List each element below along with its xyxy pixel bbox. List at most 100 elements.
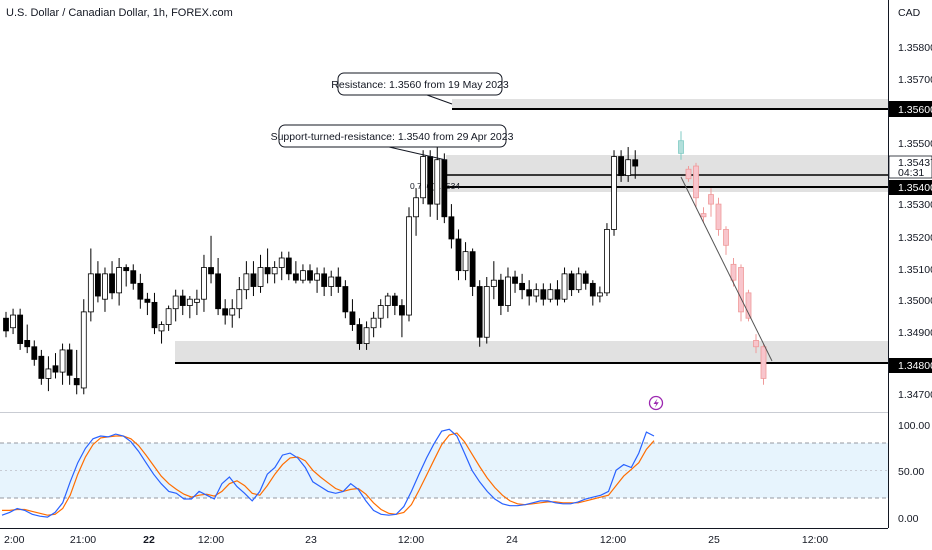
resistance-callout[interactable]: Resistance: 1.3560 from 19 May 2023 (331, 72, 509, 105)
time-tick: 23 (305, 534, 317, 546)
candle (632, 159, 639, 167)
candle (222, 308, 229, 316)
candle (229, 308, 236, 316)
price-tick: 1.35000 (898, 295, 932, 307)
candle (512, 276, 518, 284)
candle (349, 311, 356, 325)
candle (144, 298, 151, 303)
candle (427, 156, 434, 205)
candle (335, 276, 342, 287)
price-tick: 1.35200 (898, 232, 932, 244)
time-tick: 12:00 (802, 534, 828, 546)
candle (201, 267, 207, 300)
oscillator-band (0, 443, 888, 498)
candle (505, 276, 511, 306)
time-tick: 12:00 (198, 534, 224, 546)
candle (363, 327, 370, 344)
candle (264, 267, 271, 275)
time-tick: 25 (708, 534, 720, 546)
candle (45, 368, 52, 379)
support-zone (175, 341, 888, 363)
projection-candle (753, 340, 759, 348)
price-tick: 1.35500 (898, 138, 932, 150)
candle (243, 273, 250, 291)
candle (236, 289, 243, 310)
projection-candle (760, 346, 767, 379)
candle (618, 156, 624, 176)
candle (137, 282, 144, 300)
candle (73, 378, 80, 386)
candle (547, 289, 554, 300)
candle (278, 257, 285, 268)
candle (52, 365, 59, 373)
candle (441, 159, 448, 218)
candle (519, 282, 526, 291)
candle (596, 292, 603, 297)
oscillator-axis[interactable]: 100.00 50.00 0.00 (898, 420, 930, 525)
price-tick: 1.34700 (898, 389, 932, 401)
candle (399, 305, 405, 316)
candle (434, 159, 441, 205)
candle (95, 273, 101, 297)
projection-candle (738, 267, 744, 313)
candle (172, 295, 179, 310)
support-turned-resistance-zone (446, 155, 888, 192)
oscillator-tick: 50.00 (898, 466, 924, 478)
price-axis[interactable]: 1.35800 1.35700 1.35600 1.35500 1.35437 … (888, 42, 932, 401)
candle (420, 156, 427, 199)
candle (540, 289, 547, 300)
projection-candle (730, 263, 737, 281)
candle (356, 324, 363, 344)
candle (165, 308, 172, 325)
time-tick: 12:00 (600, 534, 626, 546)
candle (208, 267, 214, 275)
price-tick-boxed: 1.35400 (898, 182, 932, 194)
candle (384, 295, 391, 306)
candle (193, 298, 200, 303)
candle (3, 317, 9, 332)
oscillator-tick: 0.00 (898, 513, 919, 525)
candle (24, 340, 31, 348)
candle (300, 270, 306, 281)
projection-candle (685, 168, 692, 180)
projection-candle (678, 140, 684, 154)
time-tick: 21:00 (70, 534, 96, 546)
price-tick: 1.34900 (898, 327, 932, 339)
candle (455, 238, 462, 272)
candle (328, 276, 335, 287)
candle (250, 273, 257, 287)
time-tick: 2:00 (4, 534, 25, 546)
candle (589, 282, 596, 297)
projection-trendline (680, 176, 773, 362)
candle (568, 273, 575, 291)
candle (186, 298, 193, 306)
projection-candle (693, 165, 699, 199)
candle (215, 273, 222, 310)
candle (448, 216, 455, 240)
candle (116, 267, 123, 294)
time-tick: 12:00 (398, 534, 424, 546)
price-tick: 1.35100 (898, 264, 932, 276)
candle (377, 305, 384, 319)
price-tick: 1.35300 (898, 199, 932, 211)
candle (625, 159, 632, 176)
candle (10, 314, 16, 329)
candle (257, 267, 264, 287)
support-turned-resistance-callout-text: Support-turned-resistance: 1.3540 from 2… (271, 131, 514, 143)
candle (370, 317, 377, 329)
candle (413, 197, 419, 218)
candle (483, 286, 490, 338)
candle (391, 295, 398, 306)
time-axis[interactable]: 2:00 21:00 22 12:00 23 12:00 24 12:00 25… (4, 534, 828, 546)
support-turned-resistance-callout[interactable]: Support-turned-resistance: 1.3540 from 2… (271, 124, 514, 161)
candle (526, 289, 533, 297)
candle (476, 286, 483, 338)
candle (285, 257, 292, 275)
stoch-k-line (1, 428, 655, 518)
price-label-box (889, 180, 932, 195)
candle (17, 314, 24, 344)
lightning-icon[interactable] (648, 395, 664, 411)
price-tick-boxed: 1.35600 (898, 104, 932, 116)
candle (582, 273, 589, 284)
